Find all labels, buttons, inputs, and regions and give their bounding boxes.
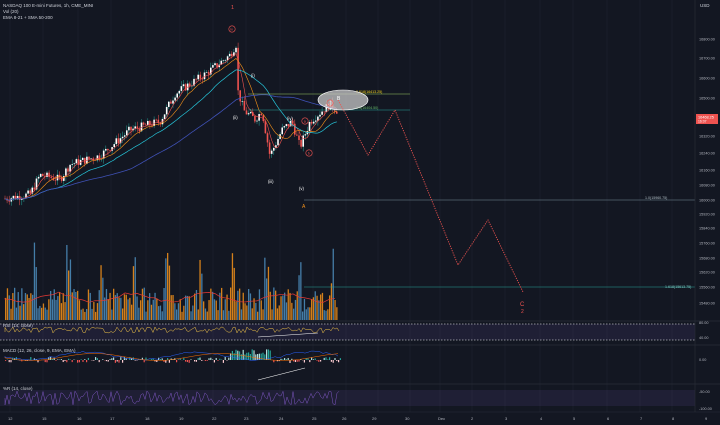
wr-tick: -100.00 [699, 407, 712, 411]
time-tick: 22 [212, 416, 217, 421]
price-scale: 16800.0016700.0016600.0016500.0016400.00… [694, 0, 718, 412]
fib-05-label: 0.5(16404.50) [356, 106, 378, 110]
wr-pane [0, 383, 720, 406]
macd-pane [0, 344, 720, 381]
price-tick: 16160.00 [699, 169, 715, 173]
wave-iv-label: (iv) [287, 116, 293, 121]
price-tick: 16700.00 [699, 57, 715, 61]
time-tick: 3 [505, 416, 508, 421]
time-tick: 19 [179, 416, 184, 421]
wave-iv-circle-label: iv [230, 28, 233, 32]
wave-circle [301, 117, 309, 125]
wr-legend[interactable]: %R (14, close) [3, 386, 33, 391]
fib-0618-label: 0.618(16413.25) [356, 90, 382, 94]
wave-labels: 1 iv (i) (ii) (iii) (iv) (v) A B C2 a b c [228, 5, 525, 315]
wave-1-label: 1 [231, 5, 234, 11]
time-tick: 12 [8, 416, 13, 421]
wave-circle [305, 149, 313, 157]
time-tick: 25 [312, 416, 317, 421]
time-tick: 24 [279, 416, 284, 421]
last-price-tag [696, 114, 718, 124]
price-tick: 15560.00 [699, 286, 715, 290]
time-tick: 4 [540, 416, 543, 421]
time-tick: 5 [573, 416, 576, 421]
currency-label: USD [700, 3, 710, 8]
price-tick: 15620.00 [699, 271, 715, 275]
wave-circle [326, 99, 334, 107]
wave-A-label: A [302, 204, 306, 210]
fib-1618-label: 1.618(15613.75) [665, 285, 691, 289]
time-tick: 18 [145, 416, 150, 421]
price-tick: 15680.00 [699, 257, 715, 261]
wave-B-label: B [337, 96, 341, 102]
wave-C-label: C [520, 302, 525, 308]
wave-2-label: 2 [521, 309, 524, 315]
time-axis: 12 15 16 17 18 19 22 23 24 25 26 29 30 Dec 2 3 4 5 6 7 8 9 [0, 411, 720, 421]
target-zone-ellipse [317, 89, 369, 111]
last-price-value: 16468.25 [698, 116, 714, 120]
time-tick: 7 [640, 416, 643, 421]
time-tick: 30 [405, 416, 410, 421]
fib-levels: 0.618(16413.25) 0.5(16404.50) 1.0(15960.75… [248, 89, 695, 289]
macd-tick: 0.00 [699, 358, 706, 362]
wave-c_c-label: c [329, 101, 331, 105]
price-tick: 16080.00 [699, 184, 715, 188]
price-tick: 15480.00 [699, 302, 715, 306]
time-tick: 6 [607, 416, 610, 421]
price-tick: 16600.00 [699, 77, 715, 81]
time-tick: 17 [110, 416, 115, 421]
rsi-pane [0, 320, 720, 341]
time-tick: 9 [705, 416, 708, 421]
wave-i-label: (i) [251, 73, 255, 78]
price-tick: 16500.00 [699, 97, 715, 101]
time-tick: 29 [372, 416, 377, 421]
time-tick: Dec [438, 416, 445, 421]
fib-1-label: 1.0(15960.75) [645, 196, 667, 200]
macd-legend[interactable]: MACD (12, 26, close, 9, EMA, EMA) [3, 348, 76, 353]
wave-ii-label: (ii) [233, 115, 238, 120]
time-tick: 16 [77, 416, 82, 421]
price-tick: 15920.00 [699, 213, 715, 217]
rsi-legend[interactable]: RSI (14, close) [3, 323, 33, 328]
price-candles [4, 42, 338, 206]
price-tick: 16000.00 [699, 199, 715, 203]
price-tick: 16240.00 [699, 152, 715, 156]
price-tick: 15840.00 [699, 227, 715, 231]
wr-tick: -50.00 [699, 390, 710, 394]
moving-averages [4, 52, 338, 201]
time-tick: 26 [342, 416, 347, 421]
symbol-title: NASDAQ 100 E-mini Futures, 1h, CME_MINI [3, 3, 94, 8]
price-tick: 16320.00 [699, 135, 715, 139]
wave-v-label: (v) [299, 186, 304, 191]
rsi-tick: 80.00 [699, 321, 709, 325]
price-tick: 16800.00 [699, 38, 715, 42]
time-tick: 15 [42, 416, 47, 421]
wave-c_b-label: b [308, 151, 310, 155]
time-tick: 2 [471, 416, 474, 421]
time-tick: 8 [672, 416, 675, 421]
wave-iii-label: (iii) [268, 179, 274, 184]
symbol-legend[interactable]: NASDAQ 100 E-mini Futures, 1h, CME_MINI … [3, 3, 93, 21]
time-tick: 23 [244, 416, 249, 421]
rsi-tick: 40.00 [699, 336, 709, 340]
wave-c_a-label: a [304, 119, 306, 123]
wave-circle [228, 25, 236, 33]
volume-bars [4, 242, 338, 320]
volume-legend: Vol (20) [3, 9, 19, 14]
price-tick: 15760.00 [699, 242, 715, 246]
last-price-time: 16:07 [698, 120, 707, 124]
ema-legend: EMA 8-21 + SMA 50-200 [3, 15, 53, 20]
